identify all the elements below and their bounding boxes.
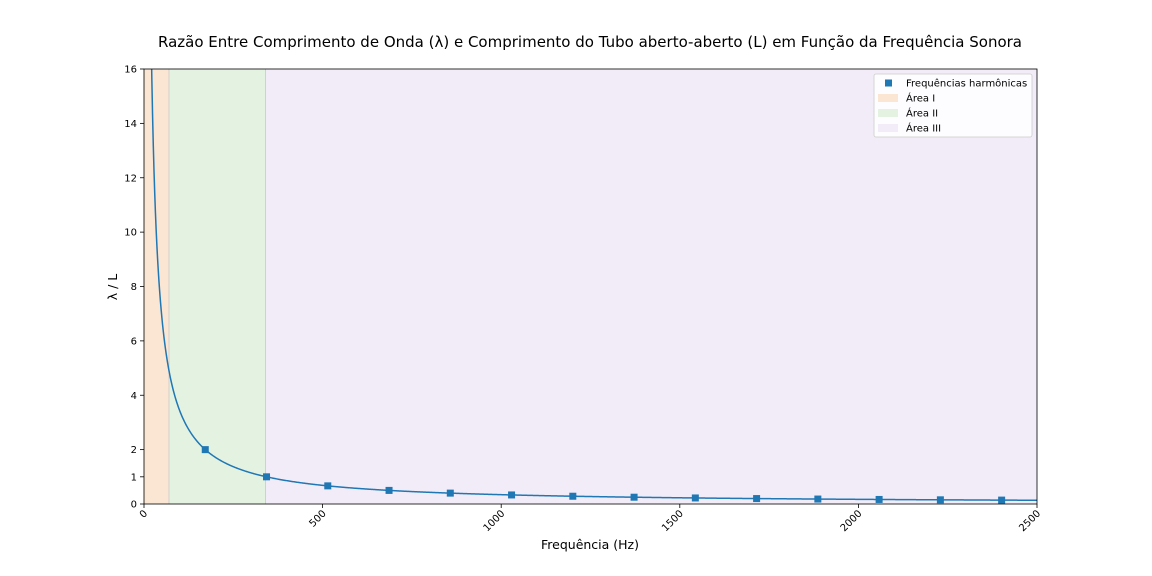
harmonic-point <box>201 446 209 454</box>
x-tick-label: 2000 <box>839 508 865 534</box>
harmonic-point <box>691 494 699 502</box>
y-tick-label: 6 <box>131 336 137 347</box>
y-tick-label: 1 <box>131 472 137 483</box>
harmonic-point <box>753 495 761 503</box>
harmonic-points <box>201 446 1006 504</box>
legend: Frequências harmônicas Área I Área II Área … <box>873 73 1033 138</box>
region-area-1 <box>144 69 170 504</box>
legend-box <box>873 73 1033 138</box>
region-area-2 <box>169 69 266 504</box>
wavelength-ratio-curve <box>150 69 1037 502</box>
y-axis-label: λ / L <box>105 274 120 301</box>
x-tick-label: 500 <box>307 508 328 529</box>
legend-patch-icon <box>878 124 898 132</box>
harmonic-point <box>324 482 332 490</box>
legend-entry-area-3: Área III <box>906 122 941 135</box>
x-tick-label: 2500 <box>1017 508 1043 534</box>
y-tick-label: 8 <box>131 282 137 293</box>
y-tick-label: 16 <box>124 65 137 76</box>
harmonic-point <box>814 495 822 503</box>
harmonic-point <box>385 486 393 494</box>
x-tick-label: 1000 <box>482 508 508 534</box>
legend-entry-harmonics: Frequências harmônicas <box>906 78 1027 90</box>
harmonic-point <box>569 492 577 500</box>
y-tick-label: 0 <box>131 500 137 511</box>
curve-layer <box>150 69 1037 502</box>
y-tick-label: 2 <box>131 445 137 456</box>
region-area-3 <box>265 69 1037 504</box>
x-axis-ticks: 0 500 1000 1500 2000 2500 <box>138 504 1043 534</box>
y-tick-label: 12 <box>124 173 137 184</box>
x-tick-label: 0 <box>138 508 150 520</box>
harmonic-point <box>263 473 271 481</box>
harmonic-point <box>630 493 638 501</box>
legend-patch-icon <box>878 94 898 102</box>
shaded-regions <box>144 69 1037 504</box>
legend-entry-area-1: Área I <box>906 92 935 105</box>
harmonic-point <box>875 495 883 503</box>
legend-entry-area-2: Área II <box>906 107 938 120</box>
harmonic-point <box>998 496 1006 504</box>
legend-patch-icon <box>878 109 898 117</box>
harmonic-point <box>936 496 944 504</box>
y-tick-label: 10 <box>124 228 137 239</box>
harmonic-point <box>446 489 454 497</box>
y-tick-label: 14 <box>124 119 137 130</box>
x-axis-label: Frequência (Hz) <box>541 537 639 552</box>
chart-title: Razão Entre Comprimento de Onda (λ) e Co… <box>158 33 1022 51</box>
legend-marker-icon <box>885 79 892 87</box>
harmonic-point <box>508 491 516 499</box>
y-tick-label: 4 <box>131 391 137 402</box>
x-tick-label: 1500 <box>660 508 686 534</box>
